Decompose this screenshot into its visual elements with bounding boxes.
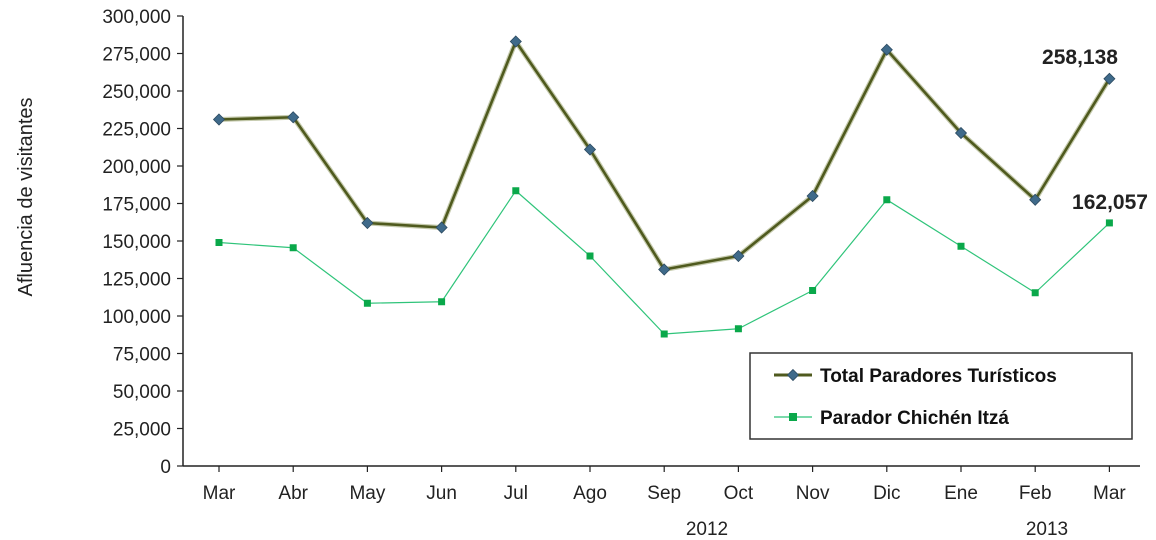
y-tick-label: 50,000: [113, 382, 171, 403]
x-tick-label: Nov: [796, 483, 830, 504]
series-line: [218, 40, 1111, 271]
legend-box: [749, 352, 1133, 440]
data-point: [212, 113, 226, 126]
y-tick-label: 275,000: [102, 45, 171, 66]
series-line-shadow: [218, 39, 1112, 272]
data-point: [438, 298, 446, 306]
x-tick-label: May: [349, 483, 385, 504]
callout-chichen-last: 162,057: [1072, 191, 1148, 214]
x-tick-label: Dic: [873, 483, 900, 504]
y-tick-label: 175,000: [102, 195, 171, 216]
y-tick-label: 225,000: [102, 120, 171, 141]
x-tick-label: Ago: [573, 483, 607, 504]
data-point: [361, 216, 374, 230]
data-point: [880, 43, 893, 56]
year-label-2013: 2013: [1026, 519, 1068, 540]
data-point: [287, 111, 300, 124]
series-chichen: [215, 187, 1113, 338]
data-point: [954, 126, 968, 140]
x-tick-label: Mar: [203, 483, 236, 504]
y-tick-label: 250,000: [102, 82, 171, 103]
data-point: [732, 249, 745, 263]
series-line: [218, 190, 1110, 335]
legend-label-total: Total Paradores Turísticos: [820, 366, 1057, 387]
year-label-2012: 2012: [686, 519, 728, 540]
y-tick-label: 300,000: [102, 7, 171, 28]
data-point: [658, 263, 671, 276]
data-point: [806, 189, 819, 203]
data-point: [734, 325, 742, 333]
legend-marker-chichen: [789, 413, 797, 421]
data-point: [512, 187, 520, 195]
data-point: [1105, 219, 1113, 227]
data-point: [586, 252, 594, 260]
data-point: [883, 196, 891, 204]
data-point: [435, 221, 448, 234]
data-point: [1031, 289, 1039, 297]
legend-marker-total: [786, 368, 800, 382]
legend: Total Paradores Turísticos Parador Chich…: [749, 352, 1133, 440]
x-tick-label: Abr: [278, 483, 308, 504]
series-total: [212, 35, 1116, 276]
x-tick-label: Oct: [724, 483, 754, 504]
y-tick-label: 150,000: [102, 232, 171, 253]
x-tick-label: Sep: [647, 483, 681, 504]
data-point: [809, 287, 817, 294]
y-tick-label: 125,000: [102, 270, 171, 291]
x-tick-label: Feb: [1019, 483, 1052, 504]
data-point: [1103, 72, 1116, 85]
y-tick-label: 25,000: [113, 420, 171, 441]
data-point: [957, 242, 965, 250]
x-tick-label: Jun: [426, 483, 457, 504]
y-tick-label: 0: [160, 457, 171, 478]
data-point: [363, 299, 371, 307]
y-axis-label: Afluencia de visitantes: [15, 97, 37, 296]
data-point: [289, 244, 297, 252]
data-point: [660, 330, 668, 338]
y-tick-label: 100,000: [102, 307, 171, 328]
data-point: [1029, 193, 1042, 206]
y-tick-label: 200,000: [102, 157, 171, 178]
data-point: [215, 239, 223, 246]
data-point: [583, 143, 597, 156]
x-tick-label: Jul: [504, 483, 528, 504]
callout-total-last: 258,138: [1042, 46, 1118, 69]
data-point: [509, 35, 522, 48]
x-tick-label: Mar: [1093, 483, 1126, 504]
y-tick-label: 75,000: [113, 345, 171, 366]
x-tick-label: Ene: [944, 483, 978, 504]
legend-label-chichen: Parador Chichén Itzá: [820, 408, 1009, 429]
